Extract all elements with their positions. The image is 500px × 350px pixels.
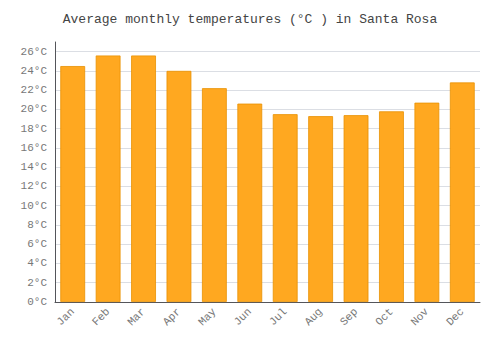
svg-text:Oct: Oct: [373, 306, 395, 328]
svg-text:Average monthly temperatures (: Average monthly temperatures (°C ) in Sa…: [63, 12, 438, 27]
svg-text:Sep: Sep: [338, 306, 360, 328]
svg-text:0°C: 0°C: [27, 296, 47, 308]
svg-text:22°C: 22°C: [21, 84, 48, 96]
svg-text:24°C: 24°C: [21, 65, 48, 77]
svg-text:Aug: Aug: [302, 306, 324, 328]
svg-text:14°C: 14°C: [21, 161, 48, 173]
svg-text:Nov: Nov: [409, 305, 432, 328]
svg-text:Jun: Jun: [232, 306, 254, 328]
svg-text:Dec: Dec: [444, 306, 466, 328]
svg-text:10°C: 10°C: [21, 200, 48, 212]
svg-text:2°C: 2°C: [27, 277, 47, 289]
svg-text:20°C: 20°C: [21, 103, 48, 115]
svg-text:18°C: 18°C: [21, 123, 48, 135]
svg-text:6°C: 6°C: [27, 238, 47, 250]
svg-text:16°C: 16°C: [21, 142, 48, 154]
svg-text:26°C: 26°C: [21, 46, 48, 58]
svg-text:Jan: Jan: [54, 306, 76, 328]
svg-text:4°C: 4°C: [27, 257, 47, 269]
svg-text:Apr: Apr: [161, 306, 183, 328]
svg-text:Jul: Jul: [267, 306, 289, 328]
svg-text:Feb: Feb: [90, 306, 112, 328]
svg-text:12°C: 12°C: [21, 180, 48, 192]
svg-text:May: May: [196, 305, 219, 328]
svg-text:Mar: Mar: [125, 306, 147, 328]
svg-text:8°C: 8°C: [27, 219, 47, 231]
